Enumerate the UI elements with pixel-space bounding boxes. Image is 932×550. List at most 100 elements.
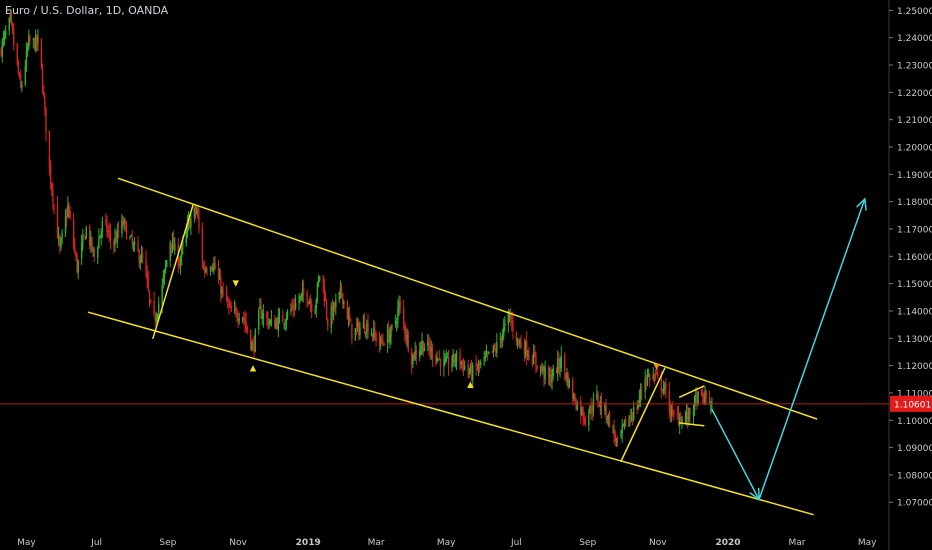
candle-body xyxy=(17,63,20,74)
candle-body xyxy=(227,301,229,303)
candle-body xyxy=(623,419,626,425)
candle-body xyxy=(431,347,434,358)
candle-body xyxy=(139,260,142,264)
candle-body xyxy=(540,367,543,371)
marker-down-triangle xyxy=(232,280,239,287)
candle-body xyxy=(343,301,345,305)
drawings-layer xyxy=(87,177,867,516)
candle-body xyxy=(309,302,312,305)
candle-body xyxy=(701,392,704,397)
candle-body xyxy=(172,238,175,250)
candle-body xyxy=(358,323,360,336)
candle-body xyxy=(179,257,182,267)
candle-body xyxy=(217,268,220,279)
candle-body xyxy=(0,49,2,56)
y-tick-label: 1.18000 xyxy=(897,198,932,208)
candle-body xyxy=(3,33,6,39)
candle-body xyxy=(350,321,352,323)
candle-body xyxy=(198,216,200,229)
x-tick-label: Mar xyxy=(789,538,806,548)
candle-body xyxy=(644,378,646,392)
candle-body xyxy=(429,347,431,353)
candle-body xyxy=(381,339,383,342)
candle-body xyxy=(597,394,599,404)
candle-body xyxy=(267,318,269,326)
candle-body xyxy=(542,366,544,372)
candle-body xyxy=(515,332,518,343)
candle-body xyxy=(270,319,273,322)
candle-body xyxy=(711,401,713,405)
candle-body xyxy=(214,262,216,270)
candle-body xyxy=(299,295,301,300)
candle-body xyxy=(439,358,442,368)
candle-body xyxy=(125,224,128,240)
candle-body xyxy=(661,389,664,392)
candle-body xyxy=(652,374,654,380)
candle-body xyxy=(141,254,144,258)
candle-body xyxy=(637,403,639,409)
candle-body xyxy=(697,391,699,405)
candle-body xyxy=(148,291,151,298)
candle-body xyxy=(575,403,577,410)
candle-body xyxy=(494,348,497,352)
candle-body xyxy=(185,230,188,244)
time-axis[interactable]: May Jul Sep Nov 2019 Mar May Jul Sep Nov 2020 Mar Ma… xyxy=(17,538,877,548)
candle-body xyxy=(324,300,327,302)
candle-body xyxy=(655,372,658,375)
candle-body xyxy=(500,336,503,341)
candle-body xyxy=(669,409,672,415)
candle-body xyxy=(327,318,329,327)
candle-body xyxy=(90,237,92,246)
candle-body xyxy=(85,227,87,239)
candle-body xyxy=(260,305,262,319)
candle-body xyxy=(145,259,147,273)
candle-body xyxy=(419,350,421,358)
candle-body xyxy=(109,232,112,241)
candle-body xyxy=(310,304,313,313)
candle-body xyxy=(146,273,148,281)
price-axis[interactable]: 1.25000 1.24000 1.23000 1.22000 1.21000 1.200… xyxy=(889,7,932,509)
candle-body xyxy=(228,303,230,306)
candle-body xyxy=(615,438,618,441)
candle-body xyxy=(315,299,317,309)
candle-body xyxy=(222,289,224,291)
candle-body xyxy=(292,305,294,309)
candle-body xyxy=(124,221,127,224)
candle-body xyxy=(346,300,349,320)
candle-body xyxy=(421,341,423,348)
candle-body xyxy=(164,265,167,270)
candle-body xyxy=(80,243,83,259)
candle-body xyxy=(286,310,289,318)
candle-body xyxy=(396,321,398,323)
candle-body xyxy=(91,237,93,251)
candle-body xyxy=(68,206,70,213)
candle-body xyxy=(680,420,682,424)
candle-body xyxy=(631,417,634,420)
candle-body xyxy=(113,241,115,246)
candle-body xyxy=(195,209,198,213)
candle-body xyxy=(302,288,305,294)
candle-body xyxy=(664,385,666,388)
candle-body xyxy=(233,309,236,312)
x-tick-label: 2020 xyxy=(715,538,740,548)
candle-body xyxy=(294,303,297,309)
candle-body xyxy=(499,338,501,341)
candle-body xyxy=(84,236,86,241)
candle-body xyxy=(685,412,688,419)
candle-body xyxy=(170,243,173,249)
candle-body xyxy=(367,322,369,335)
candle-body xyxy=(174,243,176,251)
candle-body xyxy=(423,347,426,352)
candle-body xyxy=(532,352,535,365)
candle-body xyxy=(99,235,101,239)
candle-body xyxy=(662,388,665,391)
candle-body xyxy=(156,314,159,319)
candle-body xyxy=(171,239,174,251)
y-tick-label: 1.19000 xyxy=(897,171,932,181)
candle-body xyxy=(598,405,600,406)
candle-body xyxy=(703,396,705,404)
candle-body xyxy=(455,352,458,363)
candles-layer xyxy=(0,8,713,447)
candle-body xyxy=(307,301,309,304)
